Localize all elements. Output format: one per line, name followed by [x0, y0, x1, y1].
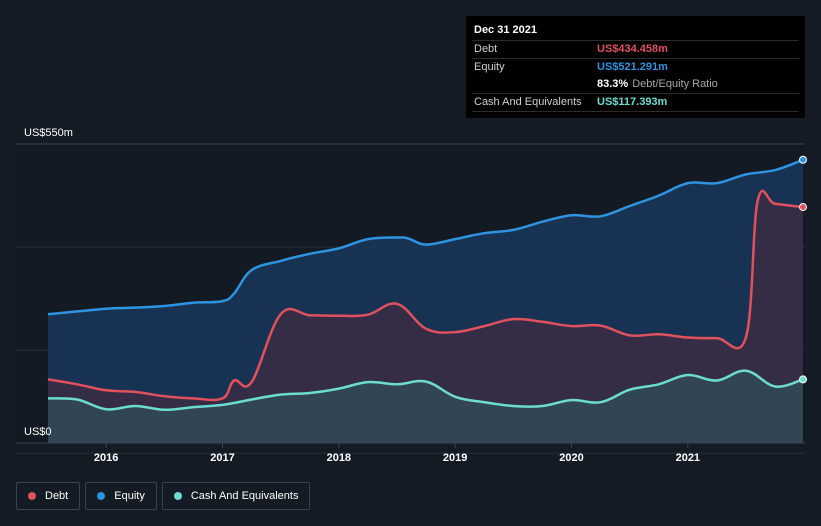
x-tick-label-2018: 2018: [327, 452, 351, 464]
legend-label-debt: Debt: [45, 490, 69, 502]
legend-item-debt[interactable]: Debt: [16, 482, 81, 510]
x-tick-label-2017: 2017: [210, 452, 234, 464]
tooltip-cash-value: US$117.393m: [597, 96, 668, 108]
cash-and-equivalents-end-point[interactable]: [799, 375, 807, 384]
legend-item-cash[interactable]: Cash And Equivalents: [161, 482, 311, 510]
y-axis-top-label: US$550m: [24, 127, 73, 139]
cash-and-equivalents-area: [48, 370, 803, 443]
data-tooltip: Dec 31 2021 Debt US$434.458m Equity US$5…: [466, 16, 805, 118]
debt-dot-icon: [28, 492, 36, 500]
end-markers: [799, 155, 807, 384]
series-areas: [48, 159, 803, 444]
cash-dot-icon: [173, 492, 182, 500]
debt-area: [48, 190, 803, 443]
legend-item-equity[interactable]: Equity: [85, 482, 157, 510]
equity-line: [47, 158, 804, 316]
x-tick-label-2021: 2021: [676, 452, 700, 464]
tooltip-ratio-value: 83.3%: [597, 78, 629, 90]
chart-legend: Debt Equity Cash And Equivalents: [16, 482, 315, 510]
x-tick-label-2019: 2019: [443, 452, 467, 464]
x-axis-ticks: 2016 2017 2018 2019 2020 2021: [94, 443, 700, 464]
legend-label-cash: Cash And Equivalents: [190, 490, 299, 502]
tooltip-ratio-label: Debt/Equity Ratio: [632, 78, 718, 90]
equity-dot-icon: [97, 492, 106, 500]
legend-label-equity: Equity: [114, 490, 145, 502]
y-axis-bottom-label: US$0: [24, 426, 52, 438]
series-lines: [47, 158, 804, 412]
tooltip-date: Dec 31 2021: [474, 24, 537, 36]
tooltip-debt-value: US$434.458m: [597, 43, 668, 55]
debt-end-point[interactable]: [799, 203, 807, 212]
x-tick-label-2020: 2020: [559, 452, 583, 464]
debt-line: [47, 189, 804, 402]
tooltip-equity-label: Equity: [474, 61, 505, 73]
tooltip-cash-label: Cash And Equivalents: [474, 96, 582, 108]
tooltip-debt-label: Debt: [474, 43, 498, 55]
equity-end-point[interactable]: [799, 155, 807, 164]
x-tick-label-2016: 2016: [94, 452, 118, 464]
cash-and-equivalents-line: [47, 369, 804, 412]
tooltip-equity-value: US$521.291m: [597, 61, 668, 73]
